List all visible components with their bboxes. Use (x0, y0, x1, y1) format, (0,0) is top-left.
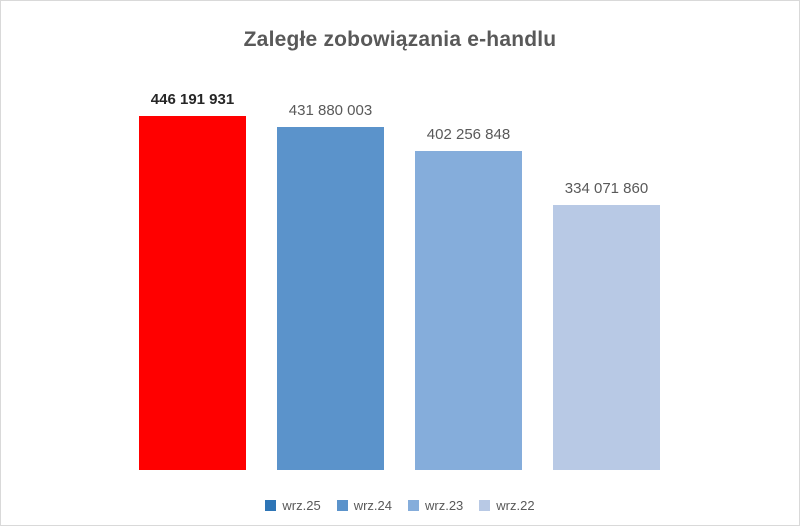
legend-item-wrz.25: wrz.25 (265, 498, 321, 513)
bar-group-wrz.24: 431 880 003 (277, 102, 384, 470)
legend: wrz.25 wrz.24 wrz.23 wrz.22 (1, 498, 799, 513)
bar-wrz.25 (139, 116, 246, 470)
legend-label: wrz.25 (282, 498, 321, 513)
bar-group-wrz.23: 402 256 848 (415, 126, 522, 470)
legend-label: wrz.23 (425, 498, 464, 513)
legend-label: wrz.24 (353, 498, 392, 513)
legend-swatch-icon (336, 500, 348, 511)
bar-group-wrz.22: 334 071 860 (553, 180, 660, 470)
legend-item-wrz.24: wrz.24 (336, 498, 392, 513)
bar-value-label: 446 191 931 (150, 91, 235, 108)
legend-swatch-icon (265, 500, 277, 511)
legend-label: wrz.22 (496, 498, 535, 513)
bar-wrz.23 (415, 151, 522, 470)
bar-value-label: 334 071 860 (564, 180, 649, 197)
bar-wrz.22 (553, 205, 660, 470)
bar-group-wrz.25: 446 191 931 (139, 91, 246, 470)
bar-value-label: 402 256 848 (426, 126, 511, 143)
bar-wrz.24 (277, 127, 384, 470)
chart-title: Zaległe zobowiązania e-handlu (243, 28, 557, 51)
legend-item-wrz.23: wrz.23 (408, 498, 463, 513)
legend-swatch-icon (479, 500, 491, 511)
bar-value-label: 431 880 003 (288, 102, 373, 119)
legend-item-wrz.22: wrz.22 (479, 498, 535, 513)
legend-swatch-icon (408, 500, 419, 511)
